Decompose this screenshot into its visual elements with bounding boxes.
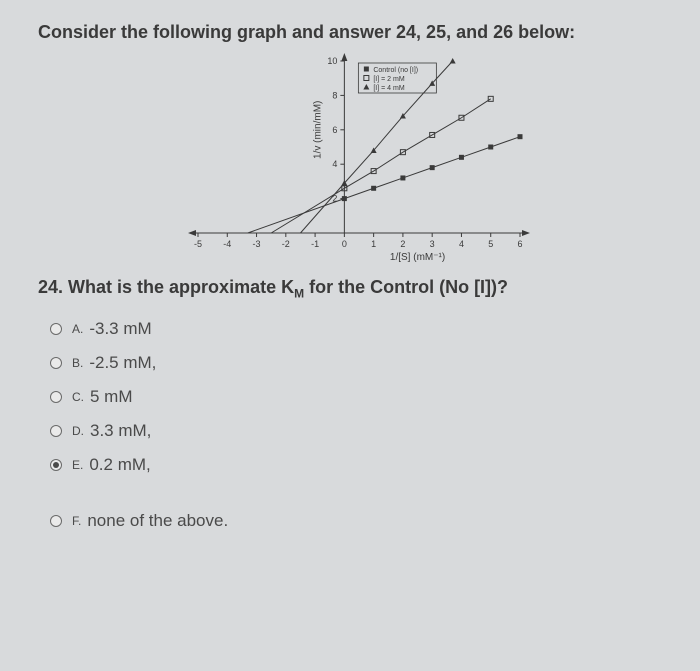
- radio-icon[interactable]: [50, 515, 62, 527]
- svg-text:[I] = 2 mM: [I] = 2 mM: [373, 76, 404, 83]
- svg-text:1/[S] (mM⁻¹): 1/[S] (mM⁻¹): [390, 252, 445, 263]
- question-text: 24. What is the approximate KM for the C…: [38, 277, 662, 301]
- svg-text:3: 3: [430, 239, 435, 249]
- svg-text:5: 5: [488, 239, 493, 249]
- option-letter: B.: [72, 356, 83, 370]
- svg-text:4: 4: [459, 239, 464, 249]
- svg-text:1: 1: [371, 239, 376, 249]
- svg-text:2: 2: [400, 239, 405, 249]
- question-subscript: M: [294, 287, 304, 301]
- option-f[interactable]: F. none of the above.: [50, 511, 662, 531]
- page: Consider the following graph and answer …: [0, 0, 700, 567]
- question-number: 24.: [38, 277, 63, 297]
- svg-text:4: 4: [332, 159, 337, 169]
- option-c[interactable]: C. 5 mM: [50, 387, 662, 407]
- question-after: for the Control (No [I])?: [304, 277, 508, 297]
- options-list: A. -3.3 mM B. -2.5 mM, C. 5 mM D. 3.3 mM, E. 0.2 …: [38, 319, 662, 531]
- svg-text:-3: -3: [253, 239, 261, 249]
- svg-text:6: 6: [332, 125, 337, 135]
- option-letter: F.: [72, 514, 81, 528]
- option-text: none of the above.: [87, 511, 228, 531]
- option-letter: E.: [72, 458, 83, 472]
- option-b[interactable]: B. -2.5 mM,: [50, 353, 662, 373]
- option-letter: C.: [72, 390, 84, 404]
- svg-text:6: 6: [517, 239, 522, 249]
- svg-text:8: 8: [332, 90, 337, 100]
- option-d[interactable]: D. 3.3 mM,: [50, 421, 662, 441]
- option-text: 3.3 mM,: [90, 421, 151, 441]
- radio-icon[interactable]: [50, 425, 62, 437]
- radio-icon[interactable]: [50, 391, 62, 403]
- question-before: What is the approximate K: [68, 277, 294, 297]
- radio-icon[interactable]: [50, 357, 62, 369]
- option-a[interactable]: A. -3.3 mM: [50, 319, 662, 339]
- svg-text:-1: -1: [311, 239, 319, 249]
- radio-icon[interactable]: [50, 323, 62, 335]
- option-letter: A.: [72, 322, 83, 336]
- svg-text:-4: -4: [223, 239, 231, 249]
- svg-text:-2: -2: [282, 239, 290, 249]
- option-text: -3.3 mM: [89, 319, 151, 339]
- option-text: 5 mM: [90, 387, 133, 407]
- option-e[interactable]: E. 0.2 mM,: [50, 455, 662, 475]
- option-letter: D.: [72, 424, 84, 438]
- plot-container: -5-4-3-2-101234562468101/[S] (mM⁻¹)1/v (…: [38, 53, 662, 263]
- option-text: -2.5 mM,: [89, 353, 156, 373]
- svg-text:1/v (min/mM): 1/v (min/mM): [312, 101, 323, 159]
- page-heading: Consider the following graph and answer …: [38, 22, 662, 43]
- option-text: 0.2 mM,: [89, 455, 150, 475]
- svg-text:[I] = 4 mM: [I] = 4 mM: [373, 85, 404, 92]
- svg-text:Control (no [I]): Control (no [I]): [373, 67, 418, 74]
- svg-text:0: 0: [342, 239, 347, 249]
- svg-text:-5: -5: [194, 239, 202, 249]
- svg-text:10: 10: [327, 56, 337, 66]
- lineweaver-burk-plot: -5-4-3-2-101234562468101/[S] (mM⁻¹)1/v (…: [170, 53, 530, 263]
- radio-icon[interactable]: [50, 459, 62, 471]
